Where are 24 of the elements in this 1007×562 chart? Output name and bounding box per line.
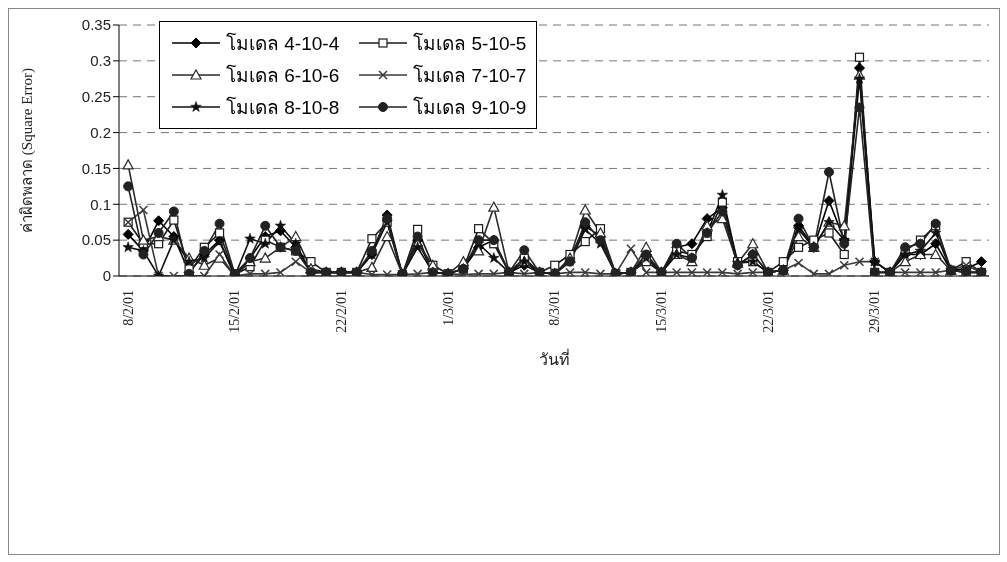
y-axis-title: ค่าผิดพลาด (Square Error)	[19, 68, 37, 233]
x-tick-label: 8/3/01	[547, 290, 563, 326]
x-tick-label: 8/2/01	[120, 290, 136, 326]
legend-label: โมเดล 5-10-5	[413, 31, 527, 56]
y-tick-label: 0.25	[81, 88, 111, 106]
y-tick-label: 0.05	[81, 231, 111, 249]
legend-label: โมเดล 9-10-9	[413, 95, 527, 120]
x-axis-title: วันที่	[538, 348, 570, 369]
legend-label: โมเดล 4-10-4	[226, 31, 340, 56]
legend-label: โมเดล 8-10-8	[226, 95, 340, 120]
x-tick-label: 1/3/01	[440, 290, 456, 326]
legend-label: โมเดล 6-10-6	[226, 63, 340, 88]
y-tick-label: 0.35	[81, 16, 111, 34]
y-tick-label: 0.2	[90, 123, 111, 141]
x-tick-label: 29/3/01	[867, 290, 883, 333]
x-tick-label: 15/2/01	[227, 290, 243, 333]
y-tick-label: 0.15	[81, 159, 111, 177]
x-tick-label: 22/2/01	[333, 290, 349, 333]
y-tick-label: 0.3	[90, 52, 111, 70]
y-tick-label: 0	[102, 267, 111, 285]
legend-label: โมเดล 7-10-7	[413, 63, 527, 88]
x-tick-label: 15/3/01	[653, 290, 669, 333]
x-tick-label: 22/3/01	[760, 290, 776, 333]
y-tick-label: 0.1	[90, 195, 111, 213]
